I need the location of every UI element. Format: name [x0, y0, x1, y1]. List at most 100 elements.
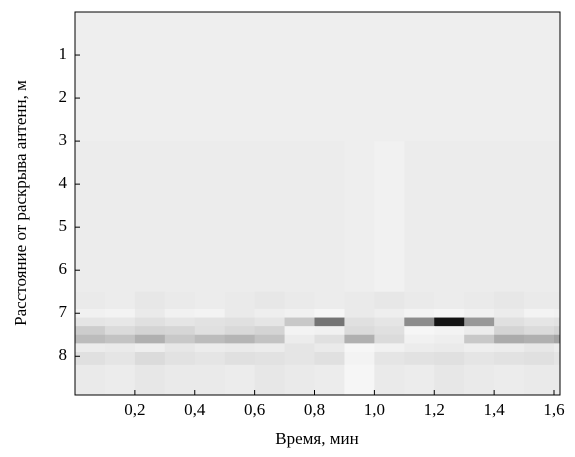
- heatmap-cell: [524, 326, 555, 336]
- heatmap-cell: [75, 351, 106, 366]
- heatmap-cell: [374, 326, 405, 336]
- heatmap-cell: [464, 141, 495, 293]
- heatmap-cell: [524, 343, 555, 353]
- heatmap-cell: [194, 12, 226, 142]
- heatmap-cell: [434, 12, 465, 142]
- heatmap-cell: [464, 364, 495, 396]
- heatmap-cell: [254, 343, 286, 353]
- heatmap-cell: [344, 326, 375, 336]
- heatmap-cell: [344, 12, 375, 142]
- heatmap-cell: [164, 364, 196, 396]
- heatmap-cell: [344, 317, 375, 327]
- heatmap-cell: [134, 317, 166, 327]
- heatmap-cell: [134, 326, 166, 336]
- heatmap-cell: [554, 343, 561, 353]
- heatmap-cell: [314, 291, 345, 310]
- heatmap-cell: [224, 317, 256, 327]
- heatmap-cell: [314, 343, 345, 353]
- y-axis-label: Расстояние от раскрыва антенн, м: [11, 80, 30, 326]
- heatmap-cell: [164, 317, 196, 327]
- heatmap-cell: [344, 308, 375, 319]
- heatmap-cell: [134, 343, 166, 353]
- heatmap-cell: [524, 364, 555, 396]
- heatmap-cell: [554, 326, 561, 336]
- heatmap-cell: [464, 326, 495, 336]
- heatmap-cell: [254, 334, 286, 344]
- heatmap-cell: [314, 141, 345, 293]
- heatmap-cell: [164, 334, 196, 344]
- heatmap-cell: [404, 343, 435, 353]
- heatmap-cell: [164, 141, 196, 293]
- heatmap-cell: [224, 364, 256, 396]
- heatmap-cell: [554, 351, 561, 366]
- heatmap-cell: [344, 364, 375, 396]
- heatmap-cell: [374, 12, 405, 142]
- x-tick-label: 0,8: [304, 400, 325, 419]
- heatmap-cell: [434, 141, 465, 293]
- heatmap-cell: [224, 12, 256, 142]
- heatmap-cell: [194, 141, 226, 293]
- heatmap-cell: [194, 334, 226, 344]
- heatmap-cell: [554, 317, 561, 327]
- heatmap-cell: [104, 364, 136, 396]
- heatmap-cell: [134, 351, 166, 366]
- heatmap-cell: [314, 334, 345, 344]
- heatmap-cell: [404, 12, 435, 142]
- heatmap-cell: [284, 326, 316, 336]
- x-tick-label: 1,2: [424, 400, 445, 419]
- heatmap-cell: [554, 141, 561, 293]
- heatmap-cell: [554, 308, 561, 319]
- heatmap-cell: [404, 326, 435, 336]
- heatmap-cell: [464, 12, 495, 142]
- y-tick-label: 7: [59, 302, 68, 321]
- heatmap-cell: [224, 308, 256, 319]
- heatmap-cell: [75, 364, 106, 396]
- heatmap-cell: [254, 326, 286, 336]
- heatmap-cell: [254, 364, 286, 396]
- heatmap-cell: [134, 308, 166, 319]
- heatmap-cell: [75, 343, 106, 353]
- heatmap-cell: [284, 12, 316, 142]
- heatmap-cell: [104, 141, 136, 293]
- heatmap-cell: [464, 334, 495, 344]
- heatmap-cell: [404, 364, 435, 396]
- y-tick-label: 3: [59, 130, 68, 149]
- heatmap-cell: [284, 351, 316, 366]
- heatmap-cell: [404, 351, 435, 366]
- y-tick-label: 5: [59, 216, 68, 235]
- heatmap-cell: [254, 351, 286, 366]
- heatmap-cell: [434, 326, 465, 336]
- y-tick-label: 2: [59, 87, 68, 106]
- heatmap-cell: [494, 351, 525, 366]
- heatmap-cell: [75, 291, 106, 310]
- heatmap-cell: [494, 317, 525, 327]
- heatmap-cell: [104, 12, 136, 142]
- heatmap-cell: [284, 308, 316, 319]
- heatmap-cell: [434, 317, 465, 327]
- heatmap-cell: [434, 334, 465, 344]
- heatmap-cell: [464, 308, 495, 319]
- heatmap-cell: [374, 334, 405, 344]
- heatmap-cell: [554, 364, 561, 396]
- heatmap-cell: [524, 141, 555, 293]
- heatmap-cell: [104, 291, 136, 310]
- heatmap-cell: [75, 141, 106, 293]
- heatmap-cell: [314, 351, 345, 366]
- x-tick-label: 0,4: [184, 400, 206, 419]
- heatmap-cell: [224, 291, 256, 310]
- heatmap-cell: [404, 334, 435, 344]
- heatmap-cell: [284, 141, 316, 293]
- heatmap-cell: [404, 317, 435, 327]
- heatmap-cell: [494, 12, 525, 142]
- heatmap-cell: [524, 351, 555, 366]
- x-tick-label: 1,6: [543, 400, 564, 419]
- heatmap-cell: [434, 308, 465, 319]
- heatmap-cell: [254, 141, 286, 293]
- y-tick-label: 4: [59, 173, 68, 192]
- heatmap-cell: [194, 351, 226, 366]
- heatmap-cell: [374, 308, 405, 319]
- heatmap-cell: [284, 343, 316, 353]
- heatmap-cell: [224, 343, 256, 353]
- heatmap-cell: [284, 291, 316, 310]
- heatmap-cell: [194, 364, 226, 396]
